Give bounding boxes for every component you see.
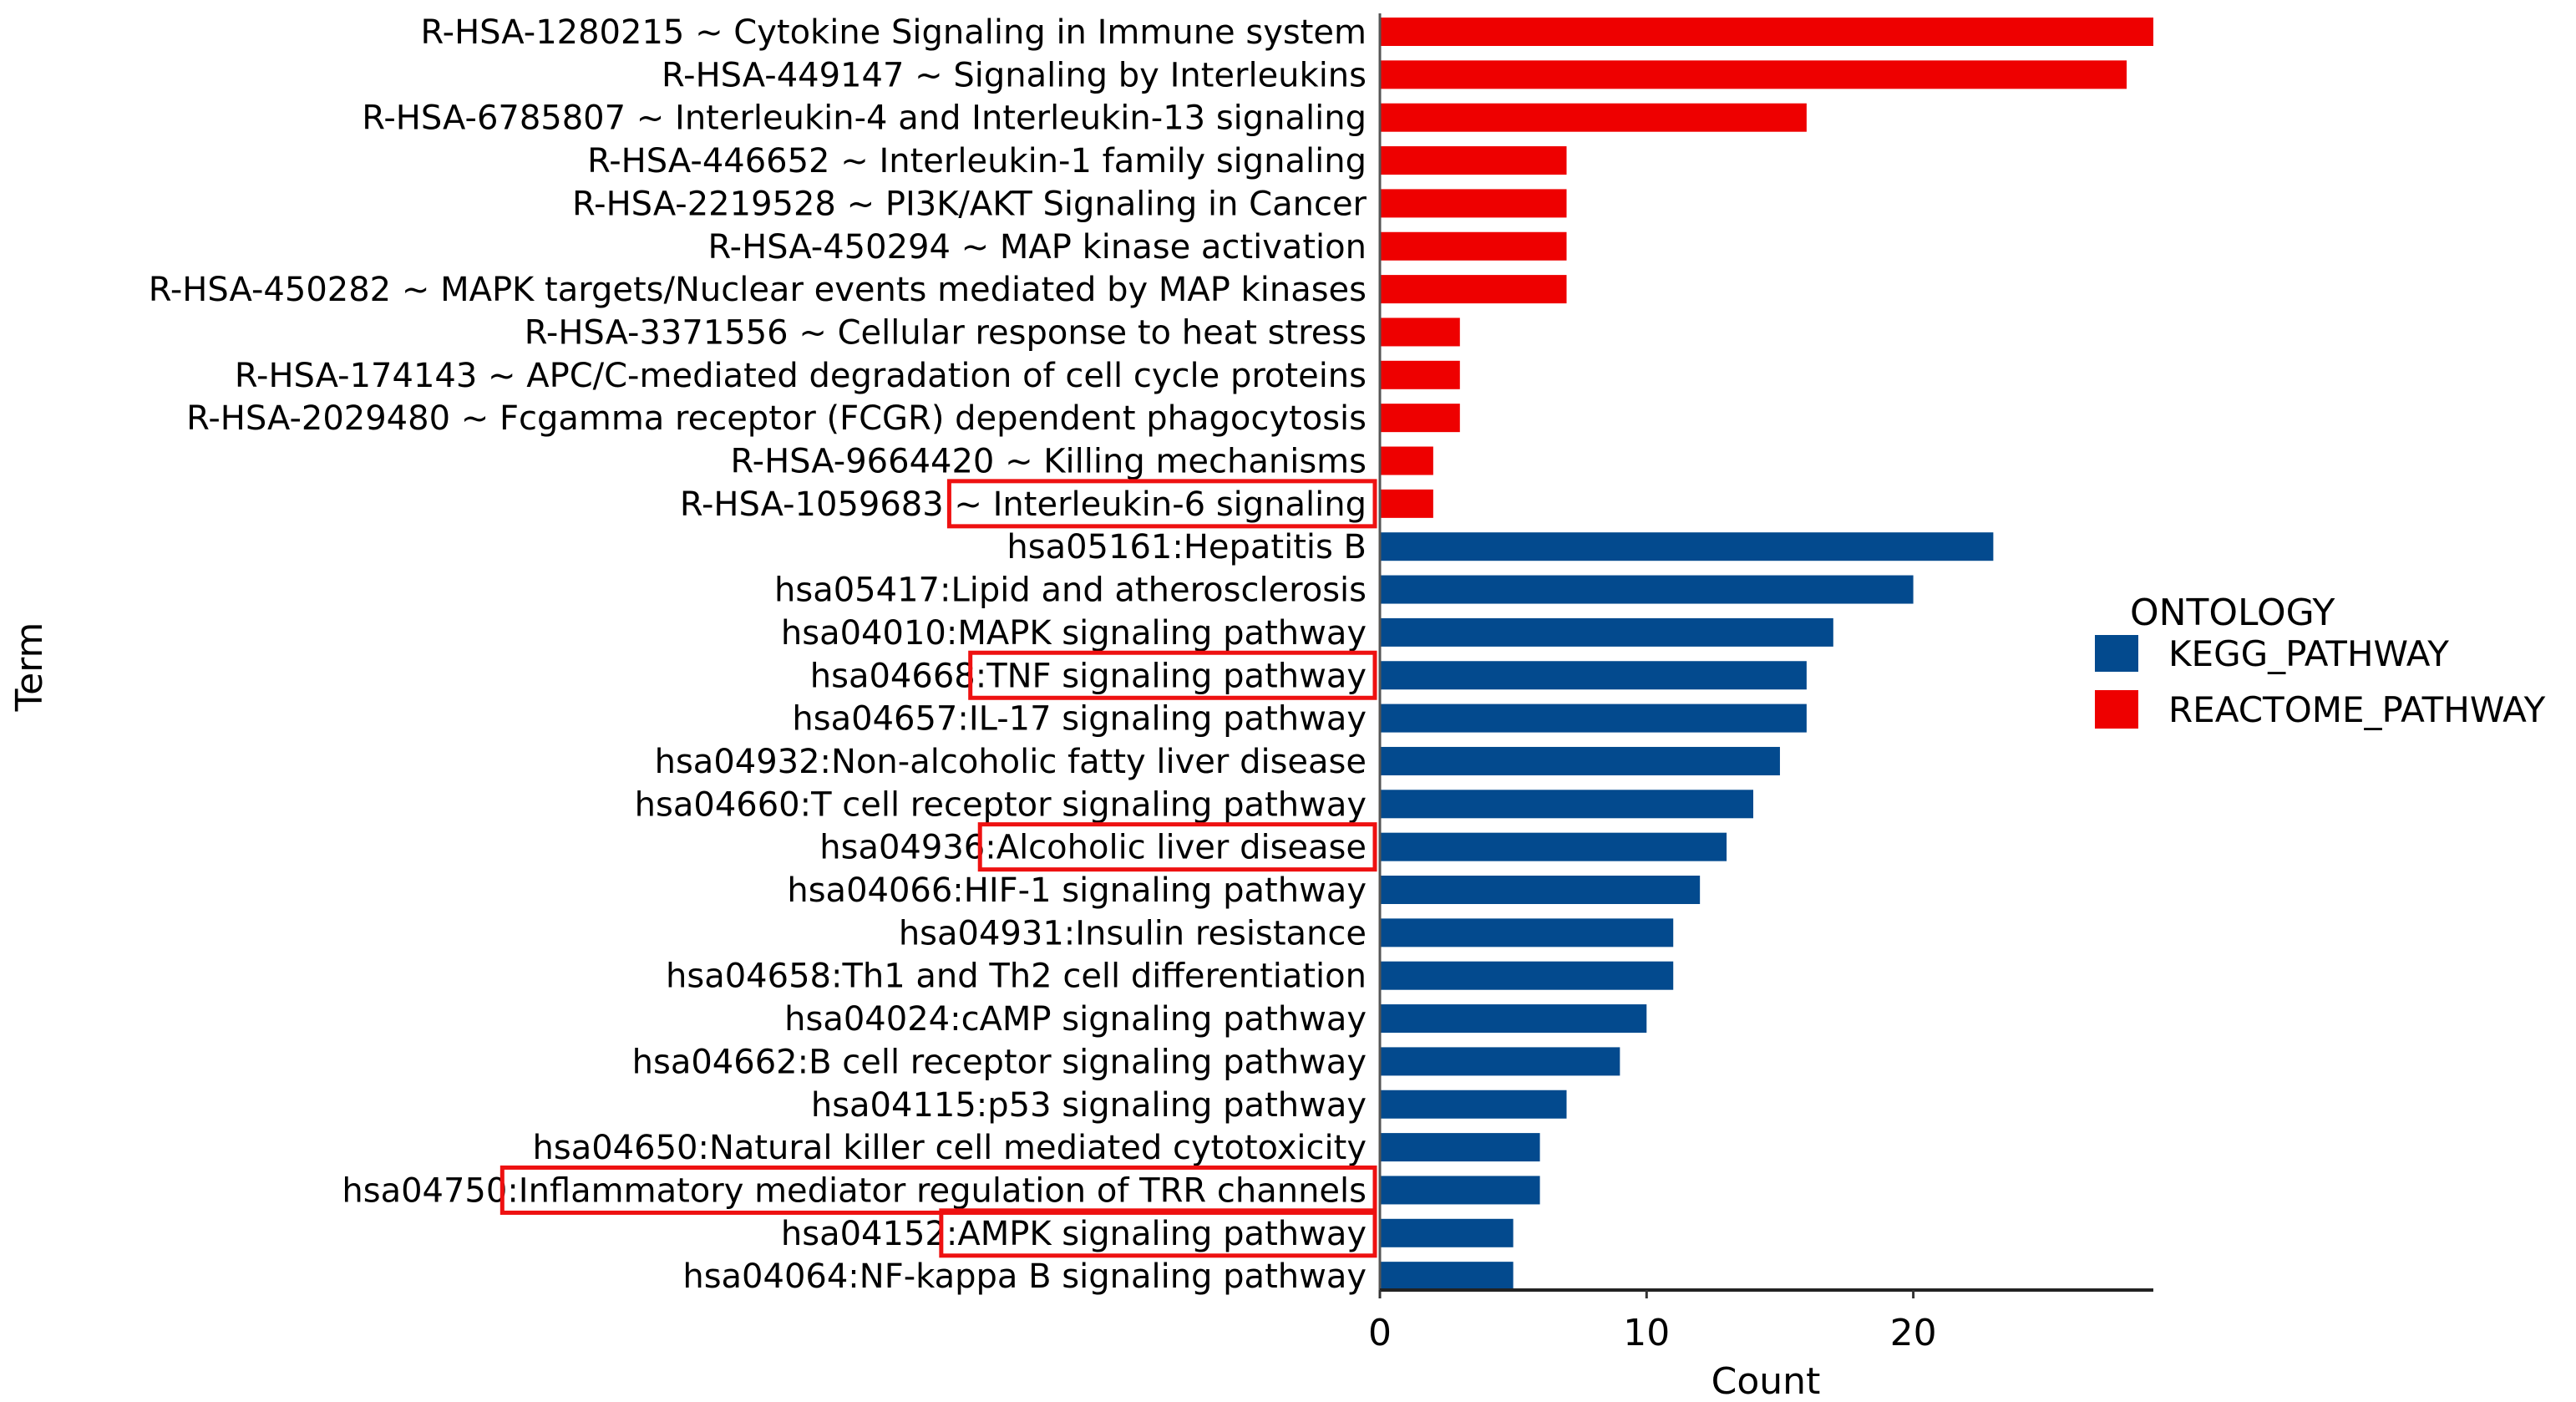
highlight-box-0 <box>946 479 1377 529</box>
bar-17 <box>1380 746 1780 775</box>
term-label-9: R-HSA-2029480 ~ Fcgamma receptor (FCGR) … <box>186 399 1367 438</box>
x-axis-title: Count <box>1711 1360 1821 1402</box>
highlight-box-1 <box>968 650 1377 700</box>
bar-14 <box>1380 617 1833 647</box>
highlight-boxes-layer <box>499 479 1377 1258</box>
bar-1 <box>1380 60 2127 89</box>
term-label-19: hsa04936:Alcoholic liver disease <box>819 829 1367 867</box>
bar-25 <box>1380 1090 1567 1119</box>
y-axis-title: Term <box>8 622 51 713</box>
bar-7 <box>1380 317 1460 347</box>
term-label-2: R-HSA-6785807 ~ Interleukin-4 and Interl… <box>362 99 1367 138</box>
term-label-8: R-HSA-174143 ~ APC/C-mediated degradatio… <box>235 357 1367 395</box>
bar-24 <box>1380 1047 1620 1076</box>
bar-4 <box>1380 189 1567 218</box>
term-labels-layer: R-HSA-1280215 ~ Cytokine Signaling in Im… <box>149 13 1367 1296</box>
term-label-0: R-HSA-1280215 ~ Cytokine Signaling in Im… <box>420 13 1367 52</box>
bar-29 <box>1380 1262 1514 1291</box>
x-tick-label-2: 20 <box>1890 1312 1937 1354</box>
bar-23 <box>1380 1004 1647 1034</box>
legend-title: ONTOLOGY <box>2130 592 2335 634</box>
term-label-21: hsa04931:Insulin resistance <box>899 914 1367 952</box>
highlight-box-2 <box>977 822 1377 872</box>
bar-8 <box>1380 360 1460 389</box>
term-label-14: hsa04010:MAPK signaling pathway <box>781 614 1367 653</box>
term-label-3: R-HSA-446652 ~ Interleukin-1 family sign… <box>587 142 1367 180</box>
bar-11 <box>1380 489 1433 518</box>
bar-9 <box>1380 404 1460 433</box>
term-label-4: R-HSA-2219528 ~ PI3K/AKT Signaling in Ca… <box>572 185 1367 223</box>
term-label-26: hsa04650:Natural killer cell mediated cy… <box>533 1129 1367 1167</box>
bar-18 <box>1380 790 1754 819</box>
highlight-box-3 <box>499 1165 1377 1215</box>
x-ticks-layer: 0 10 20 <box>1368 1290 1937 1354</box>
bar-15 <box>1380 661 1807 690</box>
bar-10 <box>1380 446 1433 475</box>
term-label-24: hsa04662:B cell receptor signaling pathw… <box>632 1043 1367 1081</box>
bar-13 <box>1380 575 1914 604</box>
term-label-20: hsa04066:HIF-1 signaling pathway <box>787 871 1367 910</box>
bar-6 <box>1380 275 1567 304</box>
legend-label-kegg: KEGG_PATHWAY <box>2168 633 2449 674</box>
term-label-29: hsa04064:NF-kappa B signaling pathway <box>682 1257 1367 1296</box>
bar-19 <box>1380 832 1727 861</box>
x-tick-label-0: 0 <box>1368 1312 1392 1354</box>
legend: ONTOLOGY KEGG_PATHWAY REACTOME_PATHWAY <box>2095 592 2546 730</box>
term-label-15: hsa04668:TNF signaling pathway <box>810 657 1367 695</box>
term-label-5: R-HSA-450294 ~ MAP kinase activation <box>708 228 1367 267</box>
term-label-7: R-HSA-3371556 ~ Cellular response to hea… <box>525 313 1367 352</box>
term-label-27: hsa04750:Inflammatory mediator regulatio… <box>342 1171 1367 1210</box>
term-label-13: hsa05417:Lipid and atherosclerosis <box>774 571 1367 610</box>
term-label-16: hsa04657:IL-17 signaling pathway <box>792 700 1367 739</box>
bar-16 <box>1380 704 1807 733</box>
bar-21 <box>1380 918 1674 947</box>
bar-0 <box>1380 18 2153 46</box>
term-label-25: hsa04115:p53 signaling pathway <box>811 1086 1367 1125</box>
term-label-23: hsa04024:cAMP signaling pathway <box>784 1000 1367 1039</box>
legend-swatch-kegg <box>2095 635 2138 672</box>
term-label-6: R-HSA-450282 ~ MAPK targets/Nuclear even… <box>149 271 1367 309</box>
bar-26 <box>1380 1133 1540 1162</box>
bars-layer <box>1380 18 2153 1291</box>
bar-2 <box>1380 103 1807 132</box>
term-label-18: hsa04660:T cell receptor signaling pathw… <box>635 785 1367 824</box>
bar-5 <box>1380 231 1567 261</box>
legend-label-reactome: REACTOME_PATHWAY <box>2168 689 2546 730</box>
x-tick-label-1: 10 <box>1623 1312 1670 1354</box>
term-label-28: hsa04152:AMPK signaling pathway <box>781 1215 1367 1253</box>
bar-22 <box>1380 961 1674 990</box>
highlight-box-4 <box>939 1208 1377 1258</box>
term-label-1: R-HSA-449147 ~ Signaling by Interleukins <box>662 56 1367 94</box>
term-label-17: hsa04932:Non-alcoholic fatty liver disea… <box>655 743 1367 781</box>
term-label-11: R-HSA-1059683 ~ Interleukin-6 signaling <box>680 485 1367 524</box>
term-label-22: hsa04658:Th1 and Th2 cell differentiatio… <box>666 958 1367 996</box>
bar-28 <box>1380 1218 1514 1247</box>
bar-20 <box>1380 876 1701 904</box>
term-label-12: hsa05161:Hepatitis B <box>1007 528 1367 566</box>
legend-swatch-reactome <box>2095 690 2138 729</box>
term-label-10: R-HSA-9664420 ~ Killing mechanisms <box>730 443 1367 481</box>
bar-3 <box>1380 146 1567 175</box>
bar-12 <box>1380 532 1994 561</box>
bar-27 <box>1380 1176 1540 1205</box>
